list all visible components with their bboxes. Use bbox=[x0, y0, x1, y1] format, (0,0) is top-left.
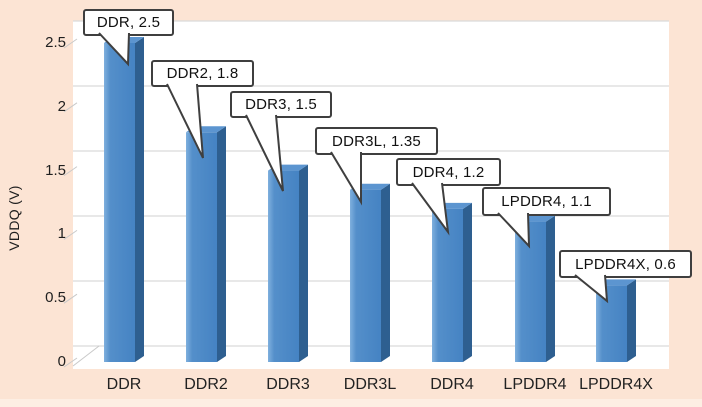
callout-box bbox=[559, 250, 692, 278]
y-axis-tick bbox=[63, 102, 78, 113]
bar-front-face bbox=[350, 189, 381, 362]
callout-pointer bbox=[245, 114, 284, 192]
bar-front-face bbox=[268, 170, 299, 362]
callout-pointer bbox=[166, 83, 204, 159]
callout-box bbox=[151, 60, 254, 87]
bar-side-face bbox=[627, 279, 636, 362]
bar-ddr2 bbox=[186, 126, 226, 362]
y-axis-tick bbox=[63, 229, 78, 240]
callout-pointer bbox=[411, 182, 450, 236]
bar-side-face bbox=[463, 202, 472, 362]
bar-series bbox=[104, 37, 636, 362]
bar-front-face bbox=[515, 221, 546, 362]
bar-ddr3l bbox=[350, 183, 390, 362]
callout-pointer bbox=[330, 151, 362, 206]
callout-pointer bbox=[497, 212, 531, 249]
bar-side-face bbox=[381, 183, 390, 362]
callout-box bbox=[230, 91, 332, 118]
y-axis-tick bbox=[63, 38, 78, 49]
callout-box bbox=[83, 9, 174, 36]
y-axis-tick bbox=[63, 357, 78, 368]
bottom-margin bbox=[0, 399, 702, 407]
callout-box bbox=[482, 187, 611, 216]
data-label-callouts bbox=[83, 9, 692, 304]
callout-pointer bbox=[98, 32, 130, 67]
bar-front-face bbox=[186, 132, 217, 362]
bar-front-face bbox=[104, 43, 135, 362]
bar-side-face bbox=[546, 215, 555, 362]
callout-pointer bbox=[574, 274, 609, 304]
callout-box bbox=[315, 127, 438, 155]
y-axis-tick bbox=[63, 166, 78, 177]
callout-box bbox=[396, 158, 501, 186]
floor-edge bbox=[72, 345, 100, 367]
bar-ddr4 bbox=[432, 202, 472, 362]
bar-front-face bbox=[432, 208, 463, 362]
bar-side-face bbox=[217, 126, 226, 362]
bar-side-face bbox=[135, 37, 144, 362]
bar-front-face bbox=[596, 285, 627, 362]
bar-ddr bbox=[104, 37, 144, 362]
bar-ddr3 bbox=[268, 164, 308, 362]
y-axis-tick bbox=[63, 293, 78, 304]
bar-side-face bbox=[299, 164, 308, 362]
